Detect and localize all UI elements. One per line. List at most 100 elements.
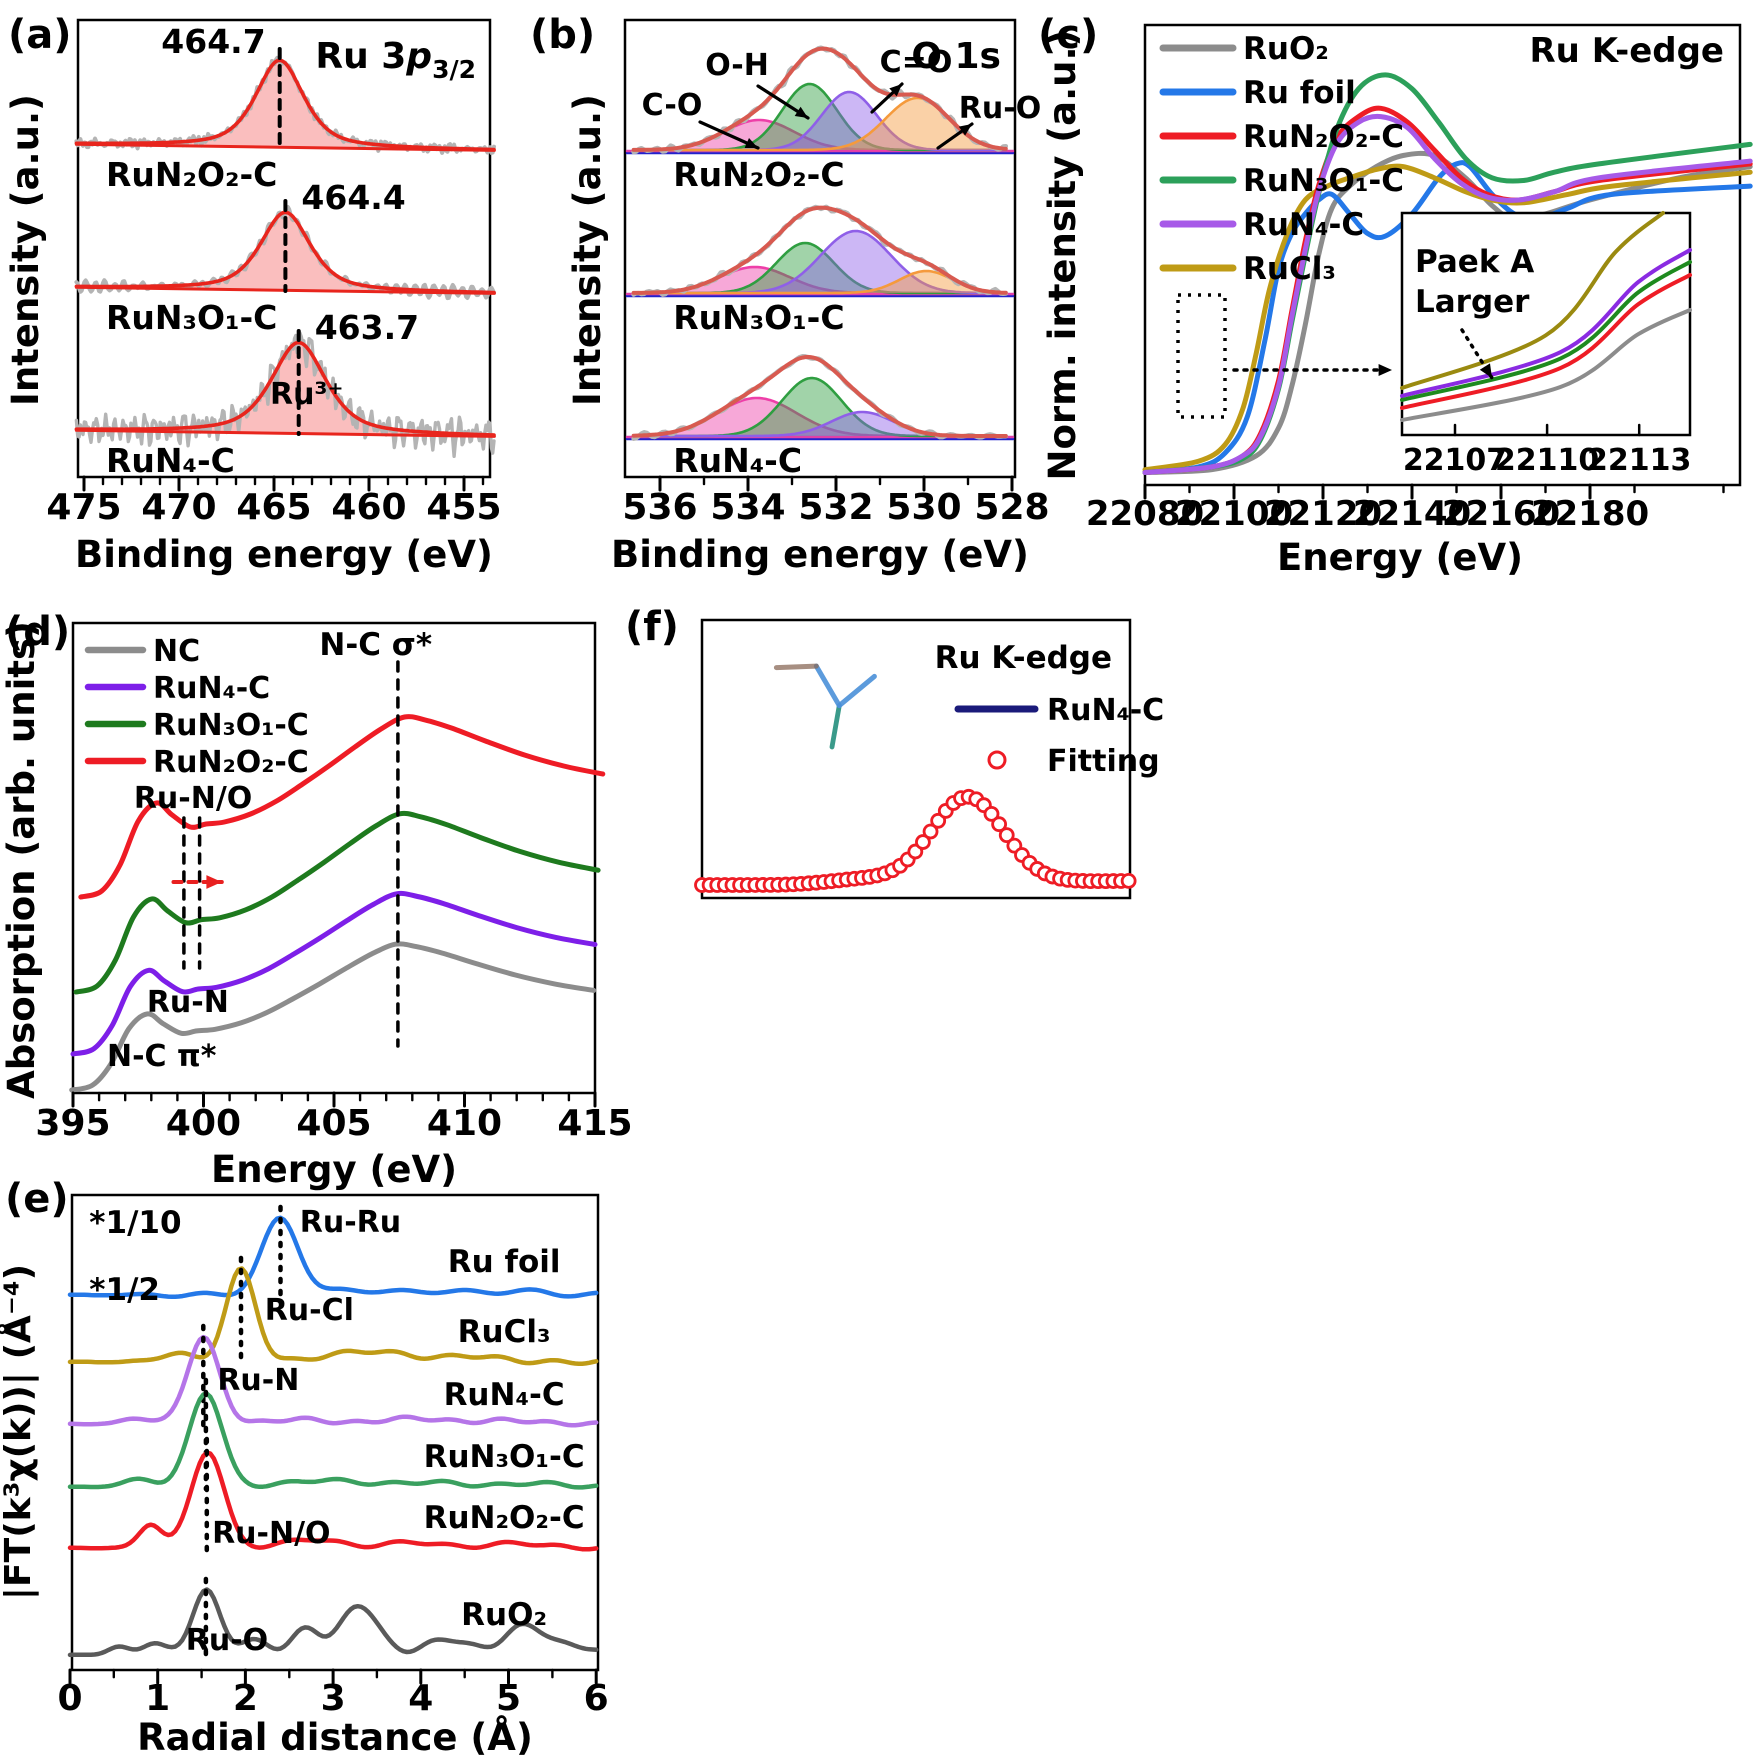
inset-note: Paek A [1415, 244, 1534, 280]
pi-label: N-C π* [107, 1039, 217, 1074]
plot-border [76, 18, 492, 479]
tick-label: 0 [57, 1678, 82, 1719]
scale-label: *1/2 [89, 1272, 160, 1308]
tick-label: 6 [584, 1678, 609, 1719]
curve-label: RuO₂ [461, 1597, 547, 1633]
component-arrow [744, 138, 758, 148]
tick-label: 455 [426, 487, 501, 528]
sample-label: RuN₂O₂-C [106, 155, 277, 194]
inset-curve [1400, 211, 1665, 390]
sample-label: RuN₄-C [106, 441, 235, 480]
sample-label: RuN₂O₂-C [673, 155, 844, 194]
fitting-circle [983, 805, 1000, 822]
tick-label: 22180 [1531, 494, 1649, 534]
inset-tick-label: 22107 [1403, 443, 1507, 478]
panel-letter-f: (f) [625, 604, 679, 650]
exafs-RuO₂ [67, 1587, 599, 1658]
runo-label: Ru-N/O [134, 781, 252, 816]
bond [773, 663, 819, 671]
component-label: C=O [880, 45, 953, 80]
legend-label: RuN₄-C [153, 671, 270, 706]
legend-label: RuCl₃ [1243, 251, 1336, 287]
peak-value: 463.7 [315, 308, 419, 347]
tick-label: 395 [35, 1103, 110, 1144]
envelope-line [631, 205, 1008, 295]
nexafs-RuN₄-C [70, 890, 598, 1057]
peak-label: Ru-Cl [265, 1293, 354, 1328]
xlabel-a: Binding energy (eV) [75, 533, 493, 576]
component-fill-C-O [633, 120, 1008, 150]
tick-label: 1 [145, 1678, 170, 1719]
tick-label: 22080 [1086, 494, 1204, 534]
component-fill-Ru-O [633, 98, 1008, 150]
legend-fit-circle [987, 750, 1007, 770]
tick-label: 470 [141, 487, 216, 528]
sample-label: RuN₃O₁-C [673, 298, 844, 337]
exafs-Ru foil [67, 1215, 599, 1300]
tick-label: 534 [710, 487, 785, 528]
ylabel-e: |FT(k³χ(k))| (Å⁻⁴) [0, 1264, 39, 1600]
tick-label: 5 [496, 1678, 521, 1719]
peak-label: Ru-N/O [212, 1516, 330, 1551]
plot-border [623, 18, 1017, 479]
component-fill-C=O [633, 92, 1008, 150]
curve-label: Ru foil [448, 1244, 561, 1280]
legend-label: RuN₂O₂-C [153, 745, 309, 780]
panel-letter-d: (d) [5, 609, 70, 655]
tick-label: 415 [557, 1103, 632, 1144]
scale-label: *1/10 [89, 1205, 181, 1241]
ylabel-a: Intensity (a.u.) [4, 94, 47, 406]
xlabel-b: Binding energy (eV) [611, 533, 1029, 576]
xps-fill [76, 342, 495, 437]
panel-c-title: Ru K-edge [1529, 31, 1724, 71]
component-fill-O-H [633, 378, 1008, 436]
tick-label: 22120 [1264, 494, 1382, 534]
legend-title: Ru K-edge [935, 640, 1112, 676]
bond [836, 673, 877, 709]
nexafs-RuN₂O₂-C [78, 714, 606, 900]
xps-fill [76, 60, 495, 151]
fitting-circle [998, 827, 1015, 844]
ylabel-b: Intensity (a.u.) [566, 94, 609, 406]
curve-label: RuN₃O₁-C [424, 1439, 585, 1475]
plot-border [700, 618, 1132, 900]
tick-label: 22140 [1353, 494, 1471, 534]
tick-label: 22100 [1175, 494, 1293, 534]
shift-arrow [206, 875, 222, 889]
xlabel-c: Energy (eV) [1277, 536, 1523, 579]
tick-label: 475 [46, 487, 121, 528]
inset-tick-label: 22113 [1587, 443, 1691, 478]
xps-baseline [74, 428, 496, 438]
fitting-circle [1120, 873, 1137, 889]
panel-a-title: Ru 3p3/2 [315, 36, 476, 84]
tick-label: 400 [166, 1103, 241, 1144]
legend-series-name: RuN₄-C [1047, 693, 1164, 728]
curve-label: RuCl₃ [458, 1314, 551, 1350]
tick-label: 460 [331, 487, 406, 528]
tick-label: 528 [974, 487, 1049, 528]
bond [813, 663, 842, 709]
fitting-circle [930, 812, 947, 829]
fitting-circle [915, 834, 931, 850]
ylabel-c: Norm. intensity (a.u.) [1041, 30, 1084, 481]
legend-label: RuN₃O₁-C [153, 708, 309, 743]
component-fill-C=O [633, 412, 1008, 436]
curve-label: RuN₄-C [444, 1377, 565, 1413]
peak-label: Ru-O [186, 1623, 268, 1658]
zoom-region-box [1176, 293, 1227, 419]
panel-letter-a: (a) [8, 12, 72, 58]
molecule-inset [773, 663, 877, 750]
xanes-RuN₄-C [1142, 113, 1753, 475]
xps-fit [74, 58, 496, 152]
envelope-line [631, 354, 1008, 438]
xps-raw [74, 331, 496, 458]
exafs-RuN₂O₂-C [67, 1450, 599, 1552]
inset-curve [1400, 308, 1692, 422]
panel-letter-b: (b) [530, 12, 595, 58]
legend-label: Ru foil [1243, 75, 1356, 111]
xps-fit [74, 340, 496, 437]
tick-label: 4 [408, 1678, 433, 1719]
sample-label: RuN₄-C [673, 441, 802, 480]
inset-note-arrow [1479, 363, 1492, 378]
